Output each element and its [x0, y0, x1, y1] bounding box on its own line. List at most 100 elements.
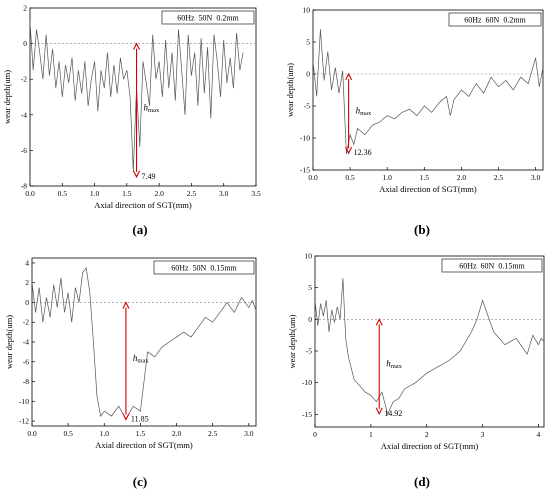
y-tick-label: -2 — [23, 318, 29, 327]
x-tick-label: 1.5 — [136, 429, 146, 438]
legend-box — [153, 260, 255, 275]
x-axis-label: Axial direction of SGT(mm) — [95, 440, 193, 450]
y-tick-label: -6 — [23, 357, 29, 366]
x-tick-label: 2.0 — [457, 173, 467, 182]
legend-box — [448, 12, 542, 27]
x-tick-label: 2 — [425, 430, 429, 439]
y-tick-label: -4 — [21, 110, 27, 119]
x-tick-label: 4 — [537, 430, 541, 439]
x-axis-label: Axial direction of SGT(mm) — [94, 200, 192, 210]
y-tick-label: 10 — [303, 6, 311, 15]
hmax-arrow-head-bottom — [345, 146, 353, 155]
y-tick-label: -10 — [19, 397, 29, 406]
y-tick-label: 4 — [25, 258, 29, 267]
hmax-arrow-head-bottom — [375, 407, 383, 416]
legend-text: 60Hz 50N 0.15mm — [171, 264, 237, 273]
x-tick-label: 3.0 — [531, 173, 541, 182]
hmax-arrow-head-bottom — [122, 413, 130, 421]
y-tick-label: -10 — [300, 134, 310, 143]
y-tick-label: 5 — [308, 283, 312, 292]
hmax-arrow-head-top — [345, 72, 353, 81]
panel-4: 0 1 2 3 4 -15 -10 -5 0 5 10 hmax 14.92 60Hz 60N 0.15m… — [287, 252, 545, 489]
y-tick-label: -5 — [306, 347, 312, 356]
panel-1: 0.0 0.5 1.0 1.5 2.0 2.5 3.0 3.5 -8 -6 -4 -2 0 2 hmax 7.… — [2, 4, 261, 238]
y-tick-label: -8 — [23, 377, 29, 386]
panel-label: (b) — [414, 222, 430, 237]
x-tick-label: 1.5 — [420, 173, 430, 182]
x-tick-label: 0.5 — [345, 173, 355, 182]
y-tick-label: -5 — [304, 102, 310, 111]
x-tick-label: 1.0 — [100, 429, 110, 438]
legend-box — [161, 10, 255, 25]
hmax-arrow-head-bottom — [133, 170, 141, 179]
hmax-arrow-head-top — [375, 318, 383, 326]
y-tick-label: 0 — [306, 70, 310, 79]
wear-profile-line — [314, 278, 545, 416]
x-tick-label: 0.0 — [27, 429, 37, 438]
y-axis-label: wear depth(um) — [285, 63, 295, 117]
panel-3: 0.0 0.5 1.0 1.5 2.0 2.5 3.0 -12 -10 -8 -6 -4 -2 0 2 4 hm… — [4, 257, 257, 489]
x-axis-label: Axial direction of SGT(mm) — [379, 184, 477, 194]
panel-label: (d) — [414, 474, 430, 489]
y-tick-label: -15 — [302, 410, 312, 419]
wear-profile-line — [31, 267, 257, 420]
y-axis-label: wear depth(um) — [287, 314, 297, 368]
legend-text: 60Hz 60N 0.15mm — [459, 262, 525, 271]
panel-2: 0.0 0.5 1.0 1.5 2.0 2.5 3.0 -15 -10 -5 0 5 10 hmax 12.… — [285, 6, 544, 237]
x-tick-label: 2.5 — [494, 173, 504, 182]
hmax-value-label: 14.92 — [384, 409, 402, 418]
x-tick-label: 3.0 — [219, 189, 229, 198]
legend-text: 60Hz 60N 0.2mm — [464, 16, 526, 25]
x-tick-label: 1.5 — [122, 189, 132, 198]
hmax-value-label: 12.36 — [354, 148, 372, 157]
x-tick-label: 0.5 — [58, 189, 68, 198]
y-tick-label: 2 — [25, 278, 29, 287]
legend-text: 60Hz 50N 0.2mm — [177, 14, 239, 23]
x-tick-label: 2.0 — [172, 429, 182, 438]
hmax-label: hmax — [133, 353, 149, 365]
hmax-label: hmax — [144, 102, 160, 114]
y-tick-label: 0 — [308, 315, 312, 324]
y-tick-label: -4 — [23, 338, 29, 347]
hmax-label: hmax — [386, 359, 402, 371]
panel-label: (c) — [133, 474, 147, 489]
x-tick-label: 1 — [369, 430, 373, 439]
hmax-arrow-head-top — [133, 42, 141, 50]
hmax-value-label: 7.49 — [142, 172, 156, 181]
x-tick-label: 0.5 — [63, 429, 73, 438]
y-tick-label: -2 — [21, 75, 27, 84]
x-axis-label: Axial direction of SGT(mm) — [381, 441, 479, 451]
x-tick-label: 1.0 — [383, 173, 393, 182]
y-tick-label: -10 — [302, 378, 312, 387]
y-tick-label: -12 — [19, 417, 29, 426]
x-tick-label: 3.5 — [251, 189, 261, 198]
hmax-label: hmax — [356, 106, 372, 118]
y-tick-label: 5 — [306, 38, 310, 47]
y-axis-label: wear depth(um) — [2, 70, 12, 124]
legend-box — [441, 258, 543, 273]
hmax-arrow-head-top — [122, 301, 130, 309]
y-tick-label: -6 — [21, 146, 27, 155]
plot-frame — [29, 7, 257, 187]
wear-profile-line — [312, 29, 544, 155]
x-tick-label: 0.0 — [25, 189, 35, 198]
y-tick-label: -15 — [300, 166, 310, 175]
y-axis-label: wear depth(um) — [4, 315, 14, 369]
x-tick-label: 0.0 — [308, 173, 318, 182]
x-tick-label: 3 — [481, 430, 485, 439]
panel-label: (a) — [132, 222, 147, 237]
x-tick-label: 2.5 — [208, 429, 218, 438]
plot-frame — [31, 257, 257, 427]
hmax-value-label: 11.85 — [131, 415, 149, 424]
y-tick-label: 0 — [25, 298, 29, 307]
y-tick-label: 2 — [23, 4, 27, 13]
plot-frame — [312, 9, 544, 171]
x-tick-label: 2.5 — [187, 189, 197, 198]
y-tick-label: 10 — [305, 252, 313, 261]
plot-frame — [314, 255, 545, 428]
x-tick-label: 0 — [313, 430, 317, 439]
y-tick-label: -8 — [21, 182, 27, 191]
x-tick-label: 1.0 — [90, 189, 100, 198]
x-tick-label: 3.0 — [244, 429, 254, 438]
